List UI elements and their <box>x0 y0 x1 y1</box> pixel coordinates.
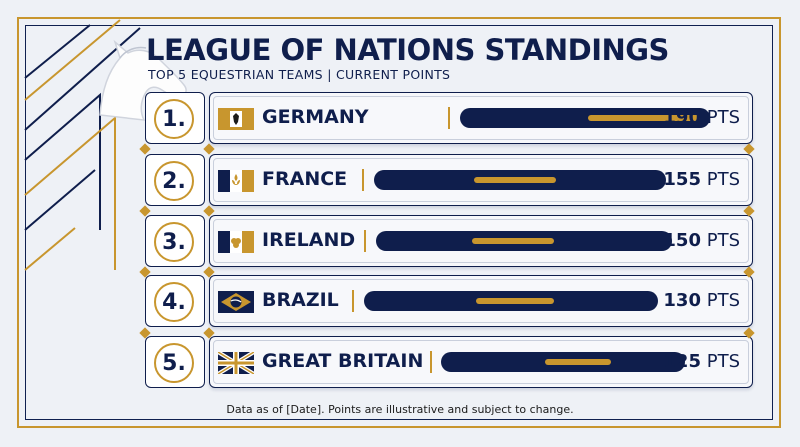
points-bar <box>376 231 672 251</box>
rank-badge: 2. <box>154 161 194 201</box>
rank-box: 5. <box>145 336 205 388</box>
points-value: 125 <box>663 351 701 372</box>
standing-row-france: 2. FRANCE 155 PTS <box>145 154 753 206</box>
points-bar <box>441 352 685 372</box>
team-panel: IRELAND 150 PTS <box>209 215 753 267</box>
points-bar <box>460 108 710 128</box>
rank-box: 1. <box>145 92 205 144</box>
rank-badge: 5. <box>154 343 194 383</box>
page-subtitle: TOP 5 EQUESTRIAN TEAMS | CURRENT POINTS <box>148 67 451 82</box>
points-bar <box>364 291 658 311</box>
france-flag-icon <box>218 170 254 192</box>
points-unit: PTS <box>706 169 740 190</box>
team-name: GERMANY <box>262 106 369 128</box>
points-value: 155 <box>663 169 701 190</box>
points-value: 190 <box>663 107 701 128</box>
team-panel: FRANCE 155 PTS <box>209 154 753 206</box>
ireland-flag-icon <box>218 231 254 253</box>
rank-box: 4. <box>145 275 205 327</box>
team-name: BRAZIL <box>262 289 339 311</box>
brazil-flag-icon <box>218 291 254 313</box>
team-name: GREAT BRITAIN <box>262 350 424 372</box>
points-bar-accent <box>472 238 554 244</box>
team-points: 150 PTS <box>663 230 740 251</box>
name-divider <box>362 169 364 191</box>
team-points: 125 PTS <box>663 351 740 372</box>
rank-box: 3. <box>145 215 205 267</box>
outer-border <box>17 17 781 428</box>
points-bar-accent <box>545 359 611 365</box>
name-divider <box>448 107 450 129</box>
points-unit: PTS <box>706 107 740 128</box>
rank-badge: 3. <box>154 222 194 262</box>
name-divider <box>364 230 366 252</box>
rank-box: 2. <box>145 154 205 206</box>
points-value: 150 <box>663 230 701 251</box>
inner-border <box>25 25 773 420</box>
points-unit: PTS <box>706 351 740 372</box>
page-title: LEAGUE OF NATIONS STANDINGS <box>146 33 669 67</box>
points-unit: PTS <box>706 290 740 311</box>
standing-row-brazil: 4. BRAZIL 130 PTS <box>145 275 753 327</box>
horse-head-icon <box>99 39 187 121</box>
germany-flag-icon <box>218 108 254 130</box>
team-name: FRANCE <box>262 168 348 190</box>
standing-row-great-britain: 5. GREAT BRITAIN 125 PTS <box>145 336 753 388</box>
points-bar <box>374 170 666 190</box>
rank-badge: 1. <box>154 99 194 139</box>
points-value: 130 <box>663 290 701 311</box>
standing-row-ireland: 3. IRELAND 150 PTS <box>145 215 753 267</box>
name-divider <box>430 351 432 373</box>
team-panel: GERMANY 190 PTS <box>209 92 753 144</box>
team-name: IRELAND <box>262 229 356 251</box>
footnote: Data as of [Date]. Points are illustrati… <box>226 403 574 416</box>
points-unit: PTS <box>706 230 740 251</box>
team-points: 190 PTS <box>663 107 740 128</box>
team-panel: GREAT BRITAIN 125 PTS <box>209 336 753 388</box>
team-panel: BRAZIL 130 PTS <box>209 275 753 327</box>
name-divider <box>352 290 354 312</box>
team-points: 130 PTS <box>663 290 740 311</box>
points-bar-accent <box>588 115 700 121</box>
great-britain-flag-icon <box>218 352 254 374</box>
standing-row-germany: 1. GERMANY 190 PTS <box>145 92 753 144</box>
points-bar-accent <box>476 298 554 304</box>
points-bar-accent <box>474 177 556 183</box>
team-points: 155 PTS <box>663 169 740 190</box>
rank-badge: 4. <box>154 282 194 322</box>
